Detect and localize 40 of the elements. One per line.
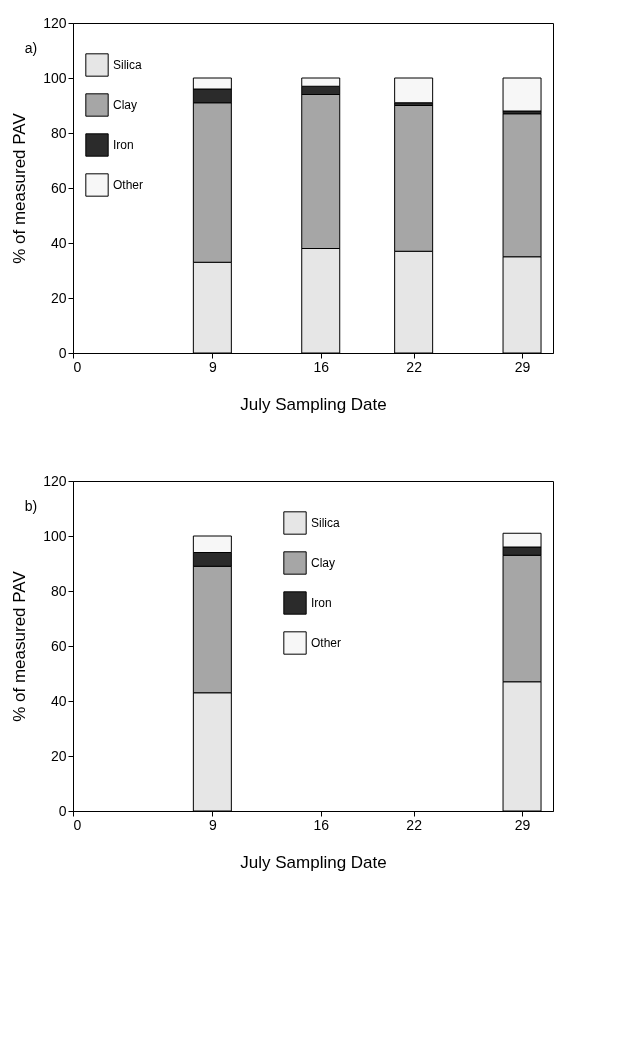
y-tick-label: 20 <box>50 747 67 764</box>
y-axis-title: % of measured PAV <box>10 112 30 264</box>
legend-label: Other <box>113 178 144 192</box>
x-tick-label: 29 <box>514 358 531 375</box>
bar <box>502 77 542 112</box>
x-tick-label: 9 <box>208 816 217 833</box>
text: b) <box>24 498 38 514</box>
x-tick-label: 16 <box>313 816 330 833</box>
x-axis-title: July Sampling Date <box>240 852 387 872</box>
y-tick-label: 100 <box>43 527 67 544</box>
y-tick-label: 60 <box>50 179 67 196</box>
y-tick-label: 40 <box>50 692 67 709</box>
x-tick-label: 0 <box>73 816 82 833</box>
legend-label: Iron <box>113 138 134 152</box>
x-tick-label: 9 <box>208 358 217 375</box>
legend-label: Silica <box>113 58 142 72</box>
x-axis-title: July Sampling Date <box>240 394 387 414</box>
x-tick-label: 0 <box>73 358 82 375</box>
y-tick-label: 120 <box>43 472 67 489</box>
x-tick-label: 29 <box>514 816 531 833</box>
y-tick-label: 60 <box>50 637 67 654</box>
y-tick-label: 20 <box>50 289 67 306</box>
bar <box>394 77 434 104</box>
y-tick-label: 40 <box>50 234 67 251</box>
legend-label: Clay <box>113 98 138 112</box>
text: a) <box>24 40 38 56</box>
y-tick-label: 0 <box>58 344 67 361</box>
y-tick-label: 80 <box>50 582 67 599</box>
y-tick-label: 100 <box>43 69 67 86</box>
y-axis-title: % of measured PAV <box>10 570 30 722</box>
legend-label: Silica <box>311 516 340 530</box>
x-tick-label: 16 <box>313 358 330 375</box>
x-tick-label: 22 <box>406 816 423 833</box>
y-tick-label: 120 <box>43 14 67 31</box>
x-tick-label: 22 <box>406 358 423 375</box>
legend-label: Other <box>311 636 342 650</box>
y-tick-label: 80 <box>50 124 67 141</box>
legend-label: Clay <box>311 556 336 570</box>
legend-label: Iron <box>311 596 332 610</box>
y-tick-label: 0 <box>58 802 67 819</box>
